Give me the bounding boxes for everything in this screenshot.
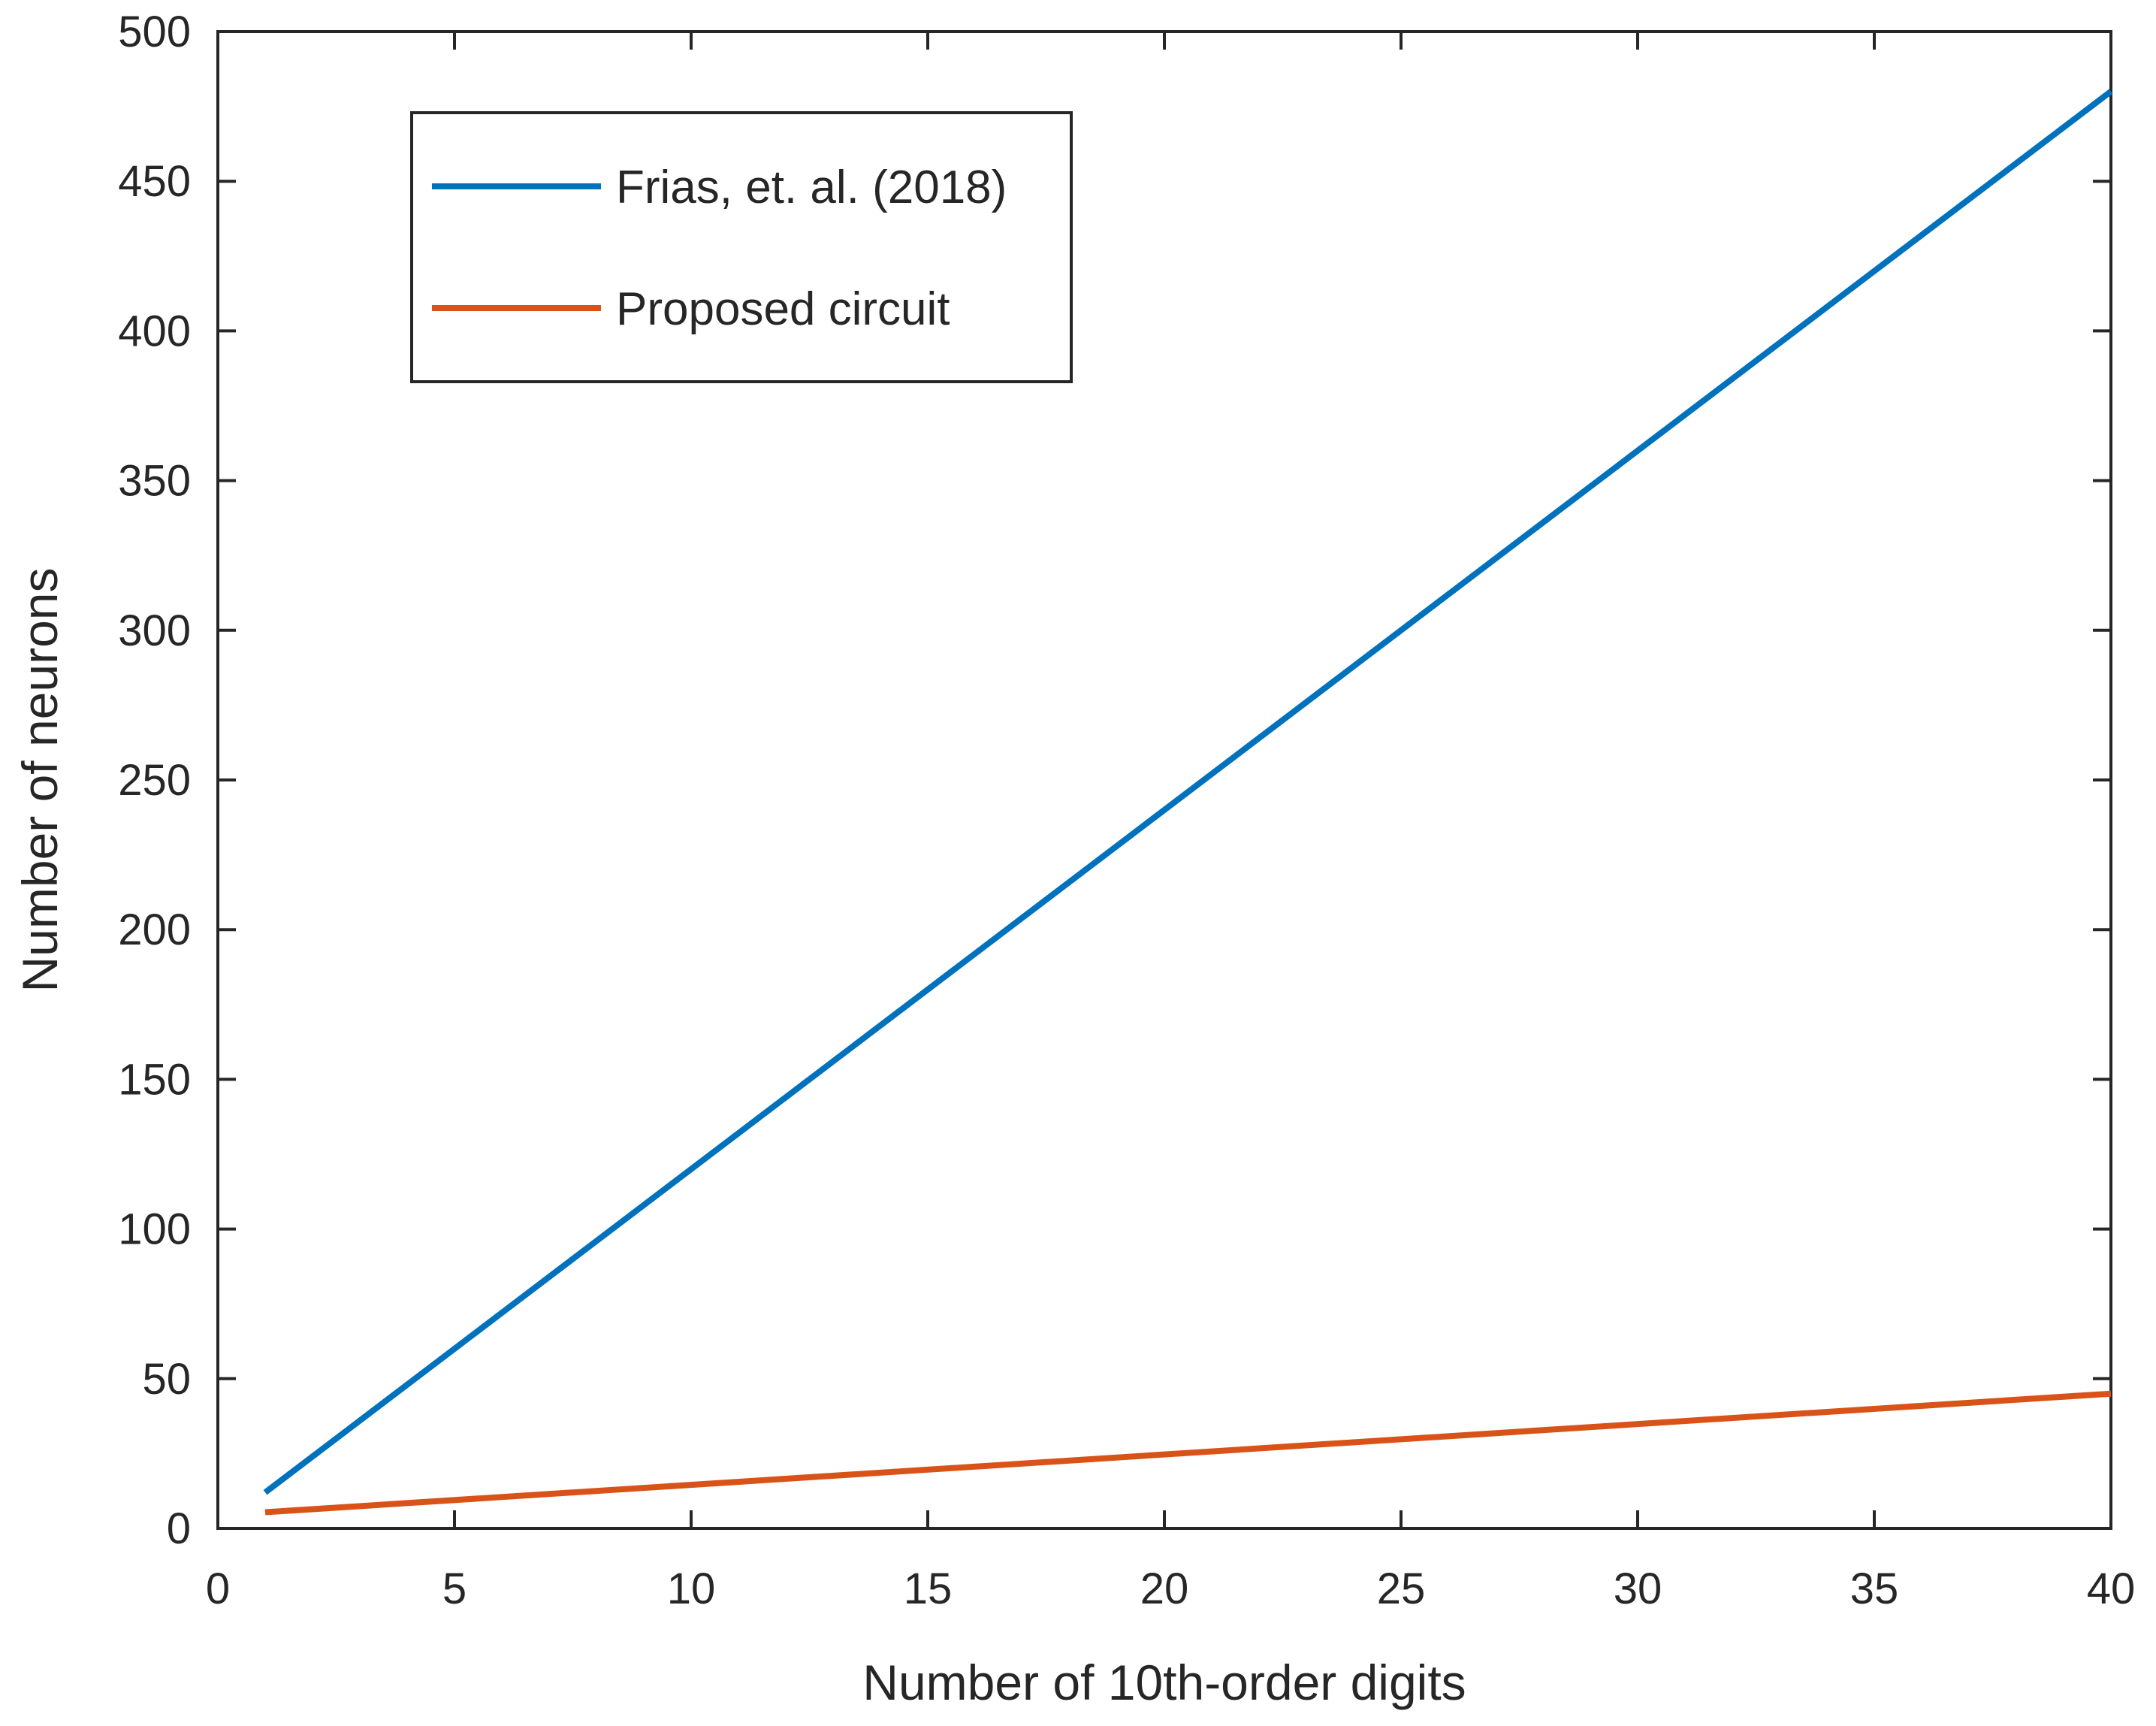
series-lines	[263, 89, 2113, 1516]
series-line-0	[263, 89, 2113, 1495]
tick-labels: 0 5 10 15 20 25 30 35 40050100150200250300350400…	[118, 8, 2135, 1613]
y-tick-label-4: 200	[118, 905, 191, 954]
legend-box	[410, 111, 1073, 383]
y-tick-label-8: 400	[118, 307, 191, 355]
x-tick-label-6: 30	[1614, 1564, 1662, 1613]
x-axis-label: Number of 10th-order digits	[862, 1655, 1466, 1710]
y-tick-label-2: 100	[118, 1205, 191, 1254]
legend-label-frias: Frias, et. al. (2018)	[616, 162, 1007, 213]
x-tick-label-2: 10	[667, 1564, 716, 1613]
x-tick-label-8: 40	[2087, 1564, 2136, 1613]
y-tick-label-5: 250	[118, 756, 191, 805]
x-tick-label-0: 0	[206, 1564, 230, 1613]
legend: Frias, et. al. (2018) Proposed circuit	[410, 111, 1073, 383]
y-tick-label-3: 150	[118, 1055, 191, 1104]
x-tick-label-1: 5	[442, 1564, 467, 1613]
series-line-1	[264, 1390, 2112, 1516]
y-axis-label: Number of neurons	[12, 568, 68, 993]
y-tick-label-10: 500	[118, 8, 191, 56]
x-tick-label-3: 15	[904, 1564, 953, 1613]
y-tick-label-6: 300	[118, 606, 191, 655]
x-tick-label-4: 20	[1140, 1564, 1189, 1613]
legend-label-proposed: Proposed circuit	[616, 283, 950, 335]
x-tick-label-7: 35	[1850, 1564, 1899, 1613]
y-tick-label-9: 450	[118, 157, 191, 206]
y-tick-label-0: 0	[167, 1504, 191, 1553]
y-tick-label-7: 350	[118, 457, 191, 506]
x-tick-label-5: 25	[1377, 1564, 1426, 1613]
y-tick-label-1: 50	[142, 1355, 191, 1404]
axis-ticks	[216, 30, 2112, 1530]
